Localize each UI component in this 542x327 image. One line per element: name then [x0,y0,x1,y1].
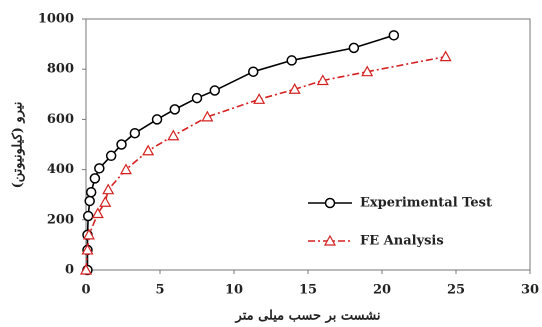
data-point [82,210,94,222]
data-point [116,139,127,150]
legend-label: FE Analysis [360,234,444,249]
data-point [316,74,329,86]
data-point [105,150,117,162]
legend-label: Experimental Test [360,196,492,211]
data-point [91,207,104,219]
x-tick-label: 10 [225,283,243,298]
data-point [286,55,297,66]
data-point [84,195,95,207]
x-tick-label: 25 [447,283,465,298]
data-point [169,104,181,115]
data-point [201,110,214,122]
y-tick-label: 0 [65,263,74,278]
y-tick-label: 600 [47,112,74,127]
data-point [79,263,93,275]
data-point [102,183,115,195]
data-point [129,127,141,139]
data-point [82,228,95,240]
data-point [81,243,94,255]
x-axis-label: نشست بر حسب میلی متر [235,309,381,324]
data-point [288,83,301,94]
data-point [348,42,360,54]
data-point [94,163,105,174]
data-point [142,144,155,156]
series-line [86,34,395,270]
data-point [99,195,112,207]
x-tick-label: 20 [373,283,391,298]
x-tick-label: 0 [81,283,90,298]
data-point [191,92,203,104]
data-point [361,65,374,77]
y-tick-label: 1000 [38,12,74,27]
data-point [151,114,163,125]
data-point [388,30,400,41]
data-point [89,173,101,184]
y-axis-label: نیرو (کیلونیوتن) [11,102,26,189]
data-point [439,50,452,62]
y-tick-label: 200 [47,212,74,227]
legend-marker [324,197,336,209]
data-point [85,186,97,198]
data-point [119,163,132,175]
data-point [253,93,266,104]
y-tick-label: 400 [47,162,74,177]
x-tick-label: 5 [155,283,164,298]
y-tick-label: 800 [47,62,74,77]
legend-marker [323,234,337,246]
data-point [167,129,180,141]
data-point [247,66,259,77]
x-tick-label: 30 [521,283,539,298]
x-tick-label: 15 [299,283,317,298]
data-point [209,85,221,96]
